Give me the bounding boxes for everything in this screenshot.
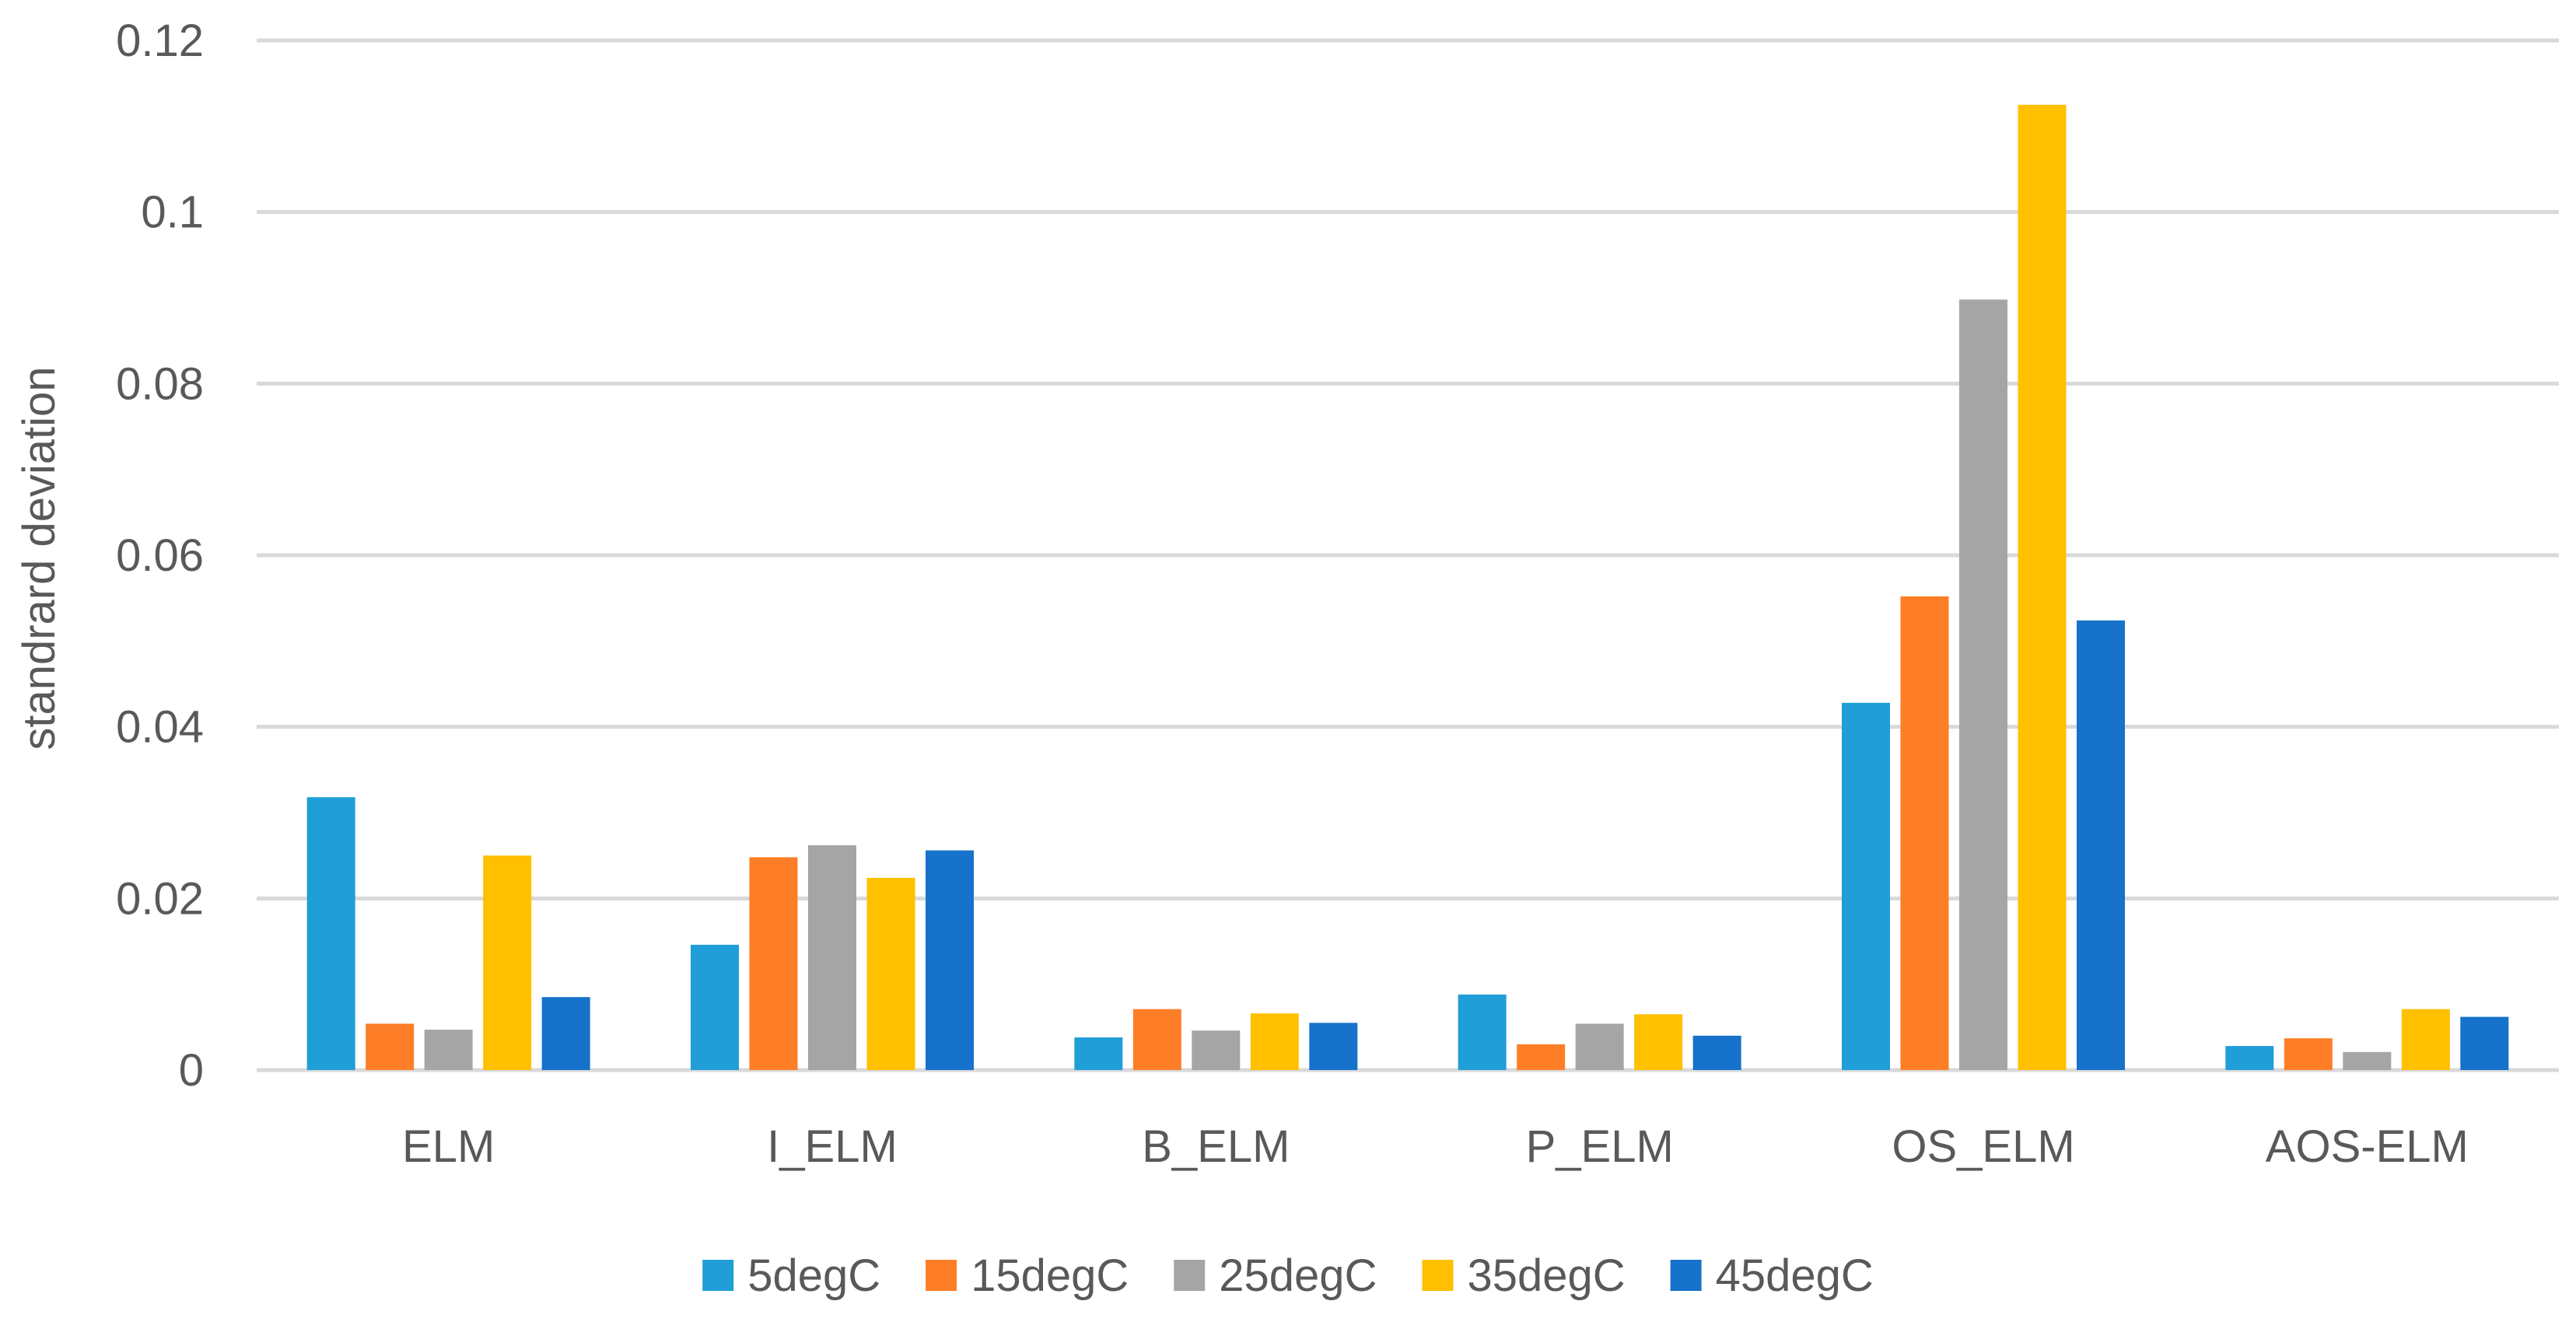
legend-swatch-35degC [1422, 1260, 1454, 1291]
bar-45degC-P_ELM [1692, 1035, 1741, 1070]
x-tick-label: AOS-ELM [2266, 1121, 2469, 1172]
legend-label-45degC: 45degC [1716, 1250, 1874, 1301]
bar-45degC-AOS-ELM [2460, 1016, 2509, 1070]
bar-15degC-AOS-ELM [2284, 1038, 2333, 1070]
bar-45degC-I_ELM [926, 850, 974, 1070]
y-tick-label: 0.08 [116, 358, 204, 409]
legend-label-5degC: 5degC [747, 1250, 880, 1301]
bar-25degC-OS_ELM [1959, 299, 2007, 1070]
x-tick-label: ELM [402, 1121, 495, 1172]
y-tick-label: 0.06 [116, 530, 204, 581]
y-axis-title: standrard deviation [14, 366, 65, 750]
bar-35degC-ELM [483, 855, 532, 1070]
bar-5degC-AOS-ELM [2225, 1046, 2274, 1070]
bar-5degC-I_ELM [691, 944, 739, 1070]
bar-25degC-I_ELM [808, 845, 856, 1070]
bar-15degC-B_ELM [1132, 1009, 1181, 1070]
bar-35degC-AOS-ELM [2401, 1009, 2450, 1070]
legend-swatch-45degC [1670, 1260, 1702, 1291]
y-axis-tick-labels: 0 0.02 0.04 0.06 0.08 0.1 0.12 [116, 16, 204, 1096]
bar-35degC-I_ELM [866, 877, 915, 1070]
bars [306, 104, 2509, 1070]
bar-35degC-B_ELM [1250, 1013, 1299, 1070]
y-tick-label: 0 [179, 1045, 204, 1096]
bar-25degC-P_ELM [1575, 1023, 1624, 1070]
bar-35degC-P_ELM [1634, 1014, 1683, 1070]
bar-5degC-P_ELM [1458, 994, 1507, 1070]
bar-35degC-OS_ELM [2018, 104, 2067, 1070]
bar-15degC-P_ELM [1517, 1044, 1566, 1070]
x-tick-label: OS_ELM [1892, 1121, 2074, 1172]
x-tick-label: B_ELM [1142, 1121, 1290, 1172]
x-axis-tick-labels: ELM I_ELM B_ELM P_ELM OS_ELM AOS-ELM [402, 1121, 2469, 1172]
x-tick-label: I_ELM [767, 1121, 898, 1172]
y-tick-label: 0.02 [116, 873, 204, 924]
bar-5degC-ELM [306, 797, 355, 1070]
bar-25degC-B_ELM [1192, 1030, 1241, 1070]
gridlines [257, 38, 2559, 1072]
bar-15degC-OS_ELM [1900, 596, 1949, 1070]
bar-5degC-B_ELM [1074, 1037, 1123, 1070]
legend-swatch-5degC [702, 1260, 734, 1291]
bar-25degC-AOS-ELM [2343, 1051, 2392, 1070]
bar-45degC-B_ELM [1309, 1023, 1358, 1070]
legend-swatch-15degC [926, 1260, 957, 1291]
legend-swatch-25degC [1174, 1260, 1206, 1291]
legend: 5degC 15degC 25degC 35degC 45degC [702, 1250, 1874, 1301]
bar-25degC-ELM [424, 1030, 473, 1070]
x-tick-label: P_ELM [1526, 1121, 1674, 1172]
bar-45degC-OS_ELM [2077, 620, 2125, 1070]
legend-label-15degC: 15degC [971, 1250, 1129, 1301]
bar-15degC-I_ELM [749, 857, 798, 1070]
legend-label-35degC: 35degC [1467, 1250, 1625, 1301]
bar-45degC-ELM [541, 997, 590, 1070]
y-tick-label: 0.12 [116, 16, 204, 66]
bar-15degC-ELM [366, 1023, 415, 1070]
bar-5degC-OS_ELM [1842, 702, 1890, 1070]
legend-label-25degC: 25degC [1219, 1250, 1377, 1301]
y-tick-label: 0.04 [116, 702, 204, 753]
y-tick-label: 0.1 [141, 187, 204, 238]
